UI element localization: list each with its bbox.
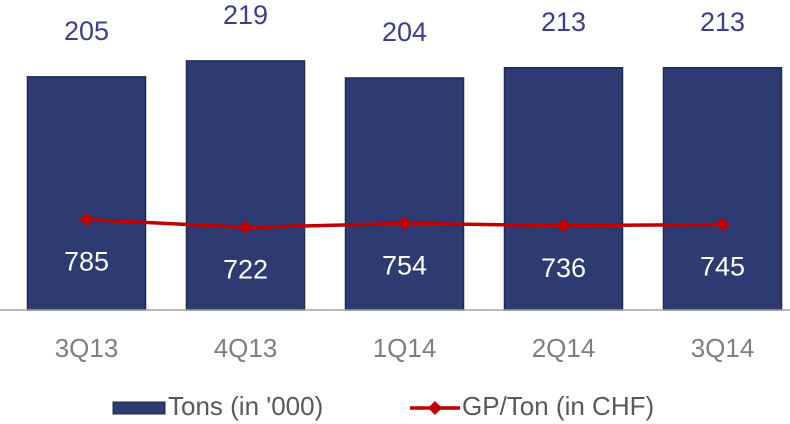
bar-value-label: 213 xyxy=(700,7,745,37)
bar xyxy=(344,77,465,311)
bar-value-label: 219 xyxy=(223,0,268,30)
x-tick-label: 4Q13 xyxy=(214,333,278,363)
legend-label: Tons (in '000) xyxy=(168,391,323,421)
line-marker xyxy=(238,220,253,235)
bar-value-label: 213 xyxy=(541,7,586,37)
line-marker xyxy=(397,216,412,231)
bar-value-label: 205 xyxy=(64,16,109,46)
bar-value-label: 204 xyxy=(382,17,427,47)
line-value-label: 785 xyxy=(64,247,109,277)
line-marker xyxy=(556,218,571,233)
legend-marker xyxy=(428,401,442,415)
x-tick-label: 2Q14 xyxy=(532,333,596,363)
bar xyxy=(662,67,783,311)
line-value-label: 754 xyxy=(382,251,427,281)
line-value-label: 745 xyxy=(700,252,745,282)
bar xyxy=(26,76,147,311)
x-tick-label: 1Q14 xyxy=(373,333,437,363)
legend-swatch xyxy=(112,401,166,415)
x-tick-label: 3Q13 xyxy=(55,333,119,363)
legend-label: GP/Ton (in CHF) xyxy=(462,391,654,421)
bar xyxy=(185,60,306,311)
line-value-label: 722 xyxy=(223,255,268,285)
line-marker xyxy=(715,217,730,232)
line-value-label: 736 xyxy=(541,253,586,283)
line-marker xyxy=(79,212,94,227)
x-tick-label: 3Q14 xyxy=(691,333,755,363)
bar xyxy=(503,67,624,311)
